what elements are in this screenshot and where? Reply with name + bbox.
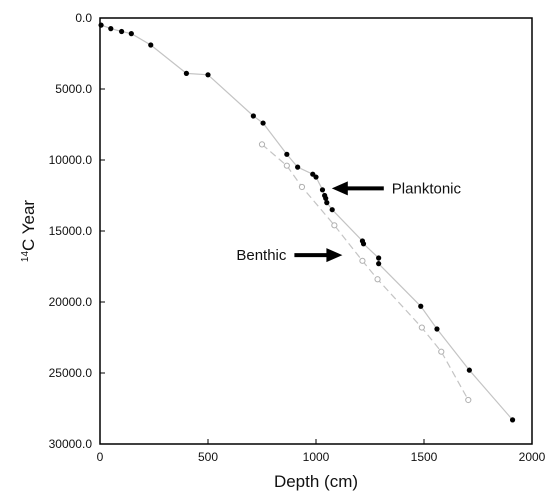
y-tick-label: 15000.0 — [49, 224, 93, 238]
y-tick-label: 10000.0 — [49, 153, 93, 167]
y-tick-label: 0.0 — [75, 11, 92, 25]
planktonic-point — [466, 367, 472, 373]
planktonic-point — [119, 28, 125, 35]
planktonic-point — [376, 255, 382, 261]
benthic-point — [258, 141, 266, 148]
y-tick-label: 30000.0 — [49, 437, 93, 451]
planktonic-label: Planktonic — [392, 180, 462, 197]
x-tick-label: 2000 — [519, 450, 546, 464]
series-points — [98, 22, 516, 423]
y-axis-title-group: 14C Year — [19, 200, 38, 263]
annotations: Planktonic Benthic — [236, 180, 461, 264]
planktonic-point — [148, 42, 154, 48]
benthic-point — [418, 324, 425, 331]
x-tick-label: 1000 — [303, 450, 330, 464]
x-axis-title: Depth (cm) — [274, 472, 358, 491]
planktonic-point — [509, 417, 516, 423]
planktonic-point — [313, 174, 319, 180]
benthic-point — [283, 162, 290, 169]
planktonic-point — [319, 187, 326, 193]
benthic-point — [331, 222, 338, 229]
planktonic-point — [360, 241, 367, 247]
y-tick-label: 20000.0 — [49, 295, 93, 309]
planktonic-point — [183, 70, 189, 76]
planktonic-point — [376, 261, 382, 267]
planktonic-point — [260, 120, 266, 126]
planktonic-point — [108, 26, 114, 32]
y-axis-title: 14C Year — [19, 200, 38, 263]
y-tick-label: 25000.0 — [49, 366, 93, 380]
x-tick-label: 0 — [97, 450, 104, 464]
y-tick-label: 5000.0 — [55, 82, 92, 96]
planktonic-point — [98, 22, 104, 28]
planktonic-point — [324, 200, 330, 206]
planktonic-point — [323, 195, 329, 201]
planktonic-arrow-head — [331, 181, 348, 196]
benthic-arrow-head — [326, 248, 343, 263]
benthic-point — [298, 183, 306, 191]
planktonic-point — [284, 151, 290, 157]
benthic-point — [438, 348, 445, 355]
plot-frame — [99, 17, 533, 445]
planktonic-point — [205, 72, 211, 78]
planktonic-point — [329, 207, 335, 213]
benthic-point — [359, 257, 366, 264]
benthic-label: Benthic — [236, 247, 287, 264]
planktonic-point — [434, 326, 440, 332]
planktonic-point — [295, 164, 301, 170]
benthic-point — [465, 396, 472, 404]
x-tick-label: 500 — [198, 450, 218, 464]
y-axis: 0.0 5000.0 10000.0 15000.0 20000.0 25000.0 300… — [49, 11, 105, 451]
planktonic-point — [128, 31, 134, 37]
y-axis-title-superscript: 14 — [20, 251, 31, 263]
y-axis-title-text: C Year — [19, 200, 38, 251]
x-axis: 0 500 1000 1500 2000 — [97, 439, 546, 464]
planktonic-point — [418, 303, 424, 309]
benthic-point — [374, 276, 381, 283]
planktonic-point — [250, 113, 256, 119]
x-tick-label: 1500 — [411, 450, 438, 464]
